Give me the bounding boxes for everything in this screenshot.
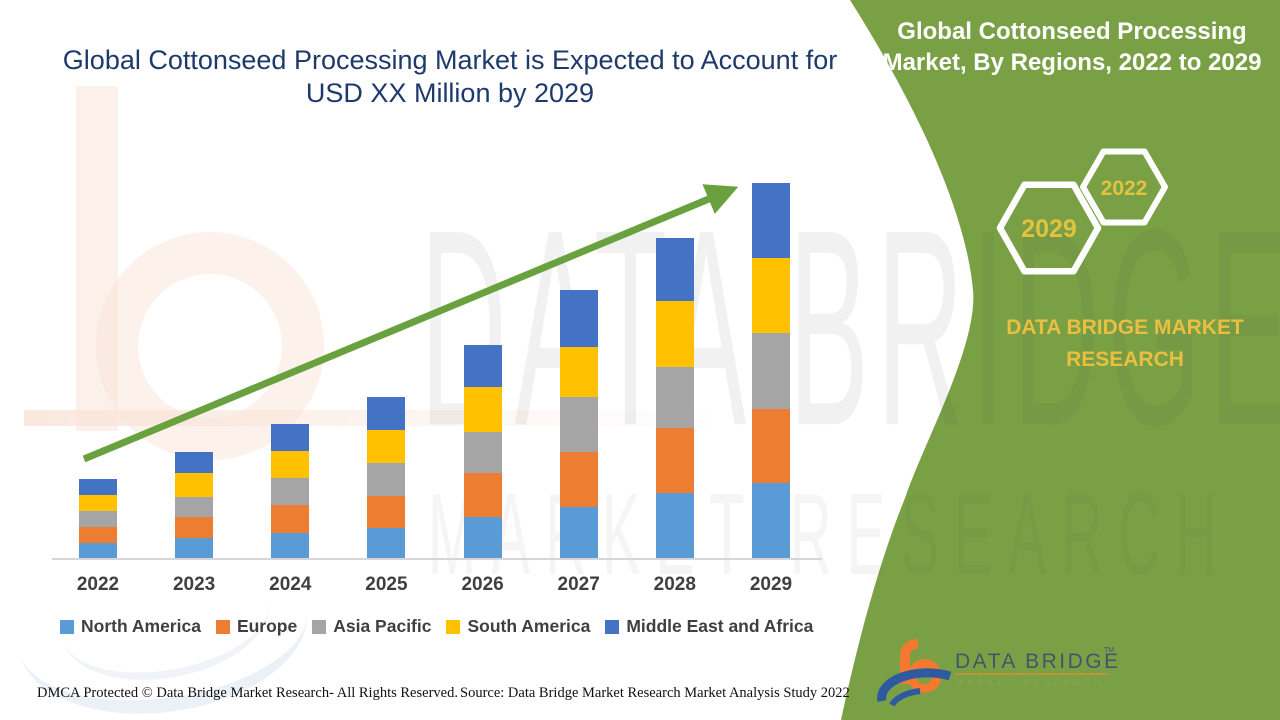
bar-segment-europe-2023	[175, 517, 214, 538]
bar-segment-asia-pacific-2029	[752, 333, 790, 409]
legend-label: Europe	[236, 616, 298, 636]
bar-segment-north-america-2024	[271, 533, 310, 559]
legend-swatch-icon	[60, 619, 74, 634]
bar-segment-middle-east-and-africa-2025	[367, 397, 406, 430]
footer-source: Source: Data Bridge Market Research Mark…	[460, 685, 850, 701]
x-axis-label-2028: 2028	[653, 574, 696, 595]
panel-brand-line2: RESEARCH	[1066, 348, 1184, 371]
bar-segment-north-america-2029	[752, 483, 790, 559]
legend-label: Middle East and Africa	[626, 616, 814, 636]
bar-segment-north-america-2028	[655, 493, 694, 559]
footer-dmca: DMCA Protected © Data Bridge Market Rese…	[37, 685, 458, 701]
legend-label: South America	[467, 616, 591, 636]
bar-segment-middle-east-and-africa-2022	[79, 479, 117, 495]
bar-segment-north-america-2022	[79, 543, 117, 559]
bar-segment-europe-2029	[752, 409, 790, 483]
x-axis-label-2022: 2022	[76, 574, 120, 595]
panel-title: Global Cottonseed Processing Market, By …	[880, 16, 1264, 78]
legend-item-asia-pacific: Asia Pacific	[312, 616, 431, 637]
chart-title: Global Cottonseed Processing Market is E…	[40, 44, 860, 110]
panel-title-line1: Global Cottonseed Processing	[897, 18, 1247, 45]
bar-segment-middle-east-and-africa-2028	[655, 238, 694, 301]
panel-brand-text: DATA BRIDGE MARKET RESEARCH	[994, 312, 1256, 376]
bar-segment-south-america-2027	[559, 347, 598, 397]
bar-segment-north-america-2023	[175, 538, 214, 559]
panel-title-line2: Market, By Regions, 2022 to 2029	[882, 49, 1262, 76]
legend-label: Asia Pacific	[333, 616, 432, 636]
bar-segment-north-america-2026	[463, 517, 502, 559]
x-axis-label-2027: 2027	[557, 574, 600, 595]
bar-segment-south-america-2022	[79, 495, 117, 511]
bar-segment-europe-2027	[559, 452, 598, 507]
legend-item-south-america: South America	[446, 616, 590, 637]
bar-segment-europe-2022	[79, 527, 117, 543]
legend-item-north-america: North America	[60, 616, 201, 637]
bar-segment-south-america-2024	[271, 451, 310, 478]
bar-segment-asia-pacific-2025	[367, 463, 406, 496]
bar-segment-middle-east-and-africa-2029	[752, 183, 790, 258]
chart-title-line2: USD XX Million by 2029	[305, 78, 595, 108]
x-axis-label-2024: 2024	[269, 574, 312, 595]
bar-segment-north-america-2027	[559, 507, 598, 559]
bar-segment-middle-east-and-africa-2026	[463, 345, 502, 387]
legend-item-middle-east-and-africa: Middle East and Africa	[605, 616, 813, 637]
x-axis-label-2023: 2023	[172, 574, 216, 595]
panel-brand-line1: DATA BRIDGE MARKET	[1006, 316, 1244, 339]
bar-segment-south-america-2023	[175, 473, 214, 497]
legend-item-europe: Europe	[215, 616, 298, 637]
legend-swatch-icon	[446, 619, 461, 634]
x-axis-label-2026: 2026	[461, 574, 504, 595]
bar-segment-asia-pacific-2024	[271, 478, 310, 505]
x-axis-label-2025: 2025	[365, 574, 408, 595]
bar-segment-asia-pacific-2026	[463, 432, 502, 473]
bar-segment-south-america-2026	[463, 387, 502, 432]
bar-segment-asia-pacific-2028	[655, 367, 694, 428]
x-axis-label-2029: 2029	[749, 574, 793, 595]
bar-segment-asia-pacific-2022	[79, 511, 117, 527]
x-axis-line	[52, 558, 822, 560]
legend-swatch-icon	[215, 619, 230, 634]
legend-label: North America	[81, 616, 201, 636]
legend-swatch-icon	[312, 619, 327, 634]
bar-segment-south-america-2028	[655, 301, 694, 367]
bar-segment-middle-east-and-africa-2024	[271, 424, 310, 451]
legend-swatch-icon	[605, 619, 620, 634]
bar-segment-south-america-2025	[367, 430, 406, 463]
bar-segment-south-america-2029	[752, 258, 790, 333]
chart-title-line1: Global Cottonseed Processing Market is E…	[62, 45, 838, 75]
bar-segment-europe-2026	[463, 473, 502, 517]
green-panel-shape	[841, 0, 1280, 720]
bar-segment-north-america-2025	[367, 528, 406, 559]
bar-segment-middle-east-and-africa-2023	[175, 452, 214, 473]
bar-segment-asia-pacific-2027	[559, 397, 598, 452]
chart-legend: North America Europe Asia Pacific South Ame…	[60, 616, 813, 637]
bar-segment-europe-2028	[655, 428, 694, 493]
bar-segment-asia-pacific-2023	[175, 497, 214, 517]
bar-segment-middle-east-and-africa-2027	[559, 290, 598, 347]
bar-segment-europe-2025	[367, 496, 406, 528]
bar-segment-europe-2024	[271, 505, 310, 533]
